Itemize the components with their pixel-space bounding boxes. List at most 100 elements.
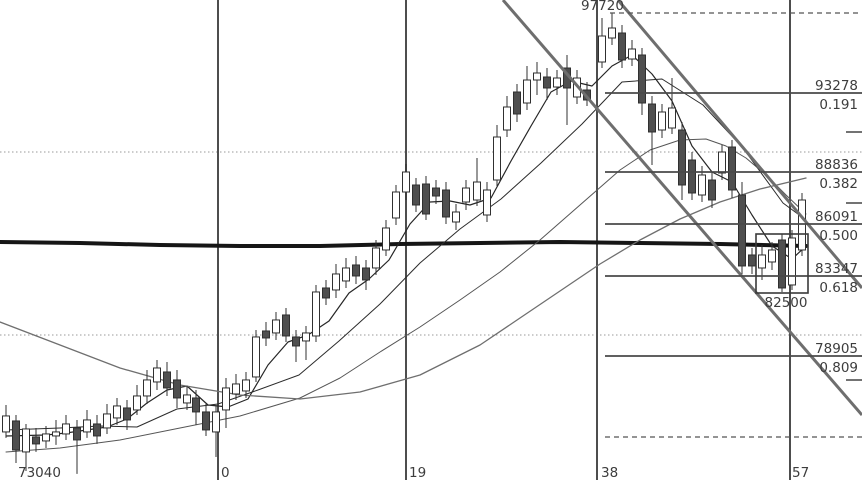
- candle-body-bear: [163, 371, 171, 389]
- ma-thick-flat-line: [0, 240, 808, 248]
- fib-level: 88836 0.382: [605, 157, 862, 192]
- candle-body-bear: [543, 76, 551, 89]
- fib-ratio-label: 0.382: [819, 176, 858, 192]
- x-axis-label-57: 57: [792, 465, 809, 480]
- candle-body-bull: [628, 48, 636, 60]
- candle: [272, 311, 280, 340]
- candle-body-bull: [232, 383, 240, 395]
- candle: [153, 359, 161, 390]
- candle: [312, 284, 320, 342]
- fib-price-label: 86091: [815, 209, 858, 225]
- candle-body-bull: [788, 237, 796, 286]
- candle-body-bear: [618, 32, 626, 61]
- candle: [93, 414, 101, 444]
- candle: [22, 423, 30, 471]
- candle-body-bull: [473, 181, 481, 201]
- candle: [618, 24, 626, 69]
- candle: [432, 180, 440, 204]
- candle-body-bull: [658, 111, 666, 131]
- candle: [648, 95, 656, 166]
- x-axis-label-38: 38: [601, 465, 618, 480]
- candle: [718, 145, 726, 181]
- candle: [212, 404, 220, 457]
- candle-body-bull: [503, 106, 511, 131]
- candle-body-bull: [342, 267, 350, 282]
- candle: [262, 321, 270, 346]
- candle: [483, 182, 491, 222]
- fib-level: 86091 0.500: [605, 209, 862, 244]
- candle-body-bull: [598, 35, 606, 63]
- candle-body-bull: [42, 433, 50, 442]
- candle: [543, 68, 551, 100]
- candle-body-bear: [173, 379, 181, 399]
- candle: [143, 369, 151, 404]
- candle-body-bear: [322, 287, 330, 299]
- fib-level: 83347 0.618: [605, 261, 862, 296]
- candle-body-bear: [352, 264, 360, 277]
- candle: [708, 172, 716, 209]
- candle-body-bull: [668, 107, 676, 129]
- candle-body-bull: [52, 431, 60, 437]
- candle-body-bull: [608, 27, 616, 39]
- candle: [103, 403, 111, 434]
- candle-body-bull: [302, 332, 310, 342]
- candle-body-bear: [12, 420, 20, 451]
- candle-body-bull: [312, 291, 320, 337]
- candle-body-bull: [758, 254, 766, 269]
- candle: [638, 47, 646, 116]
- candle-body-bull: [798, 199, 806, 251]
- fib-level: 78905 0.809: [605, 341, 862, 376]
- high-price-label: 97720: [581, 0, 624, 14]
- candle: [282, 307, 290, 342]
- candle-body-bull: [183, 394, 191, 404]
- fib-ratio-label: 0.500: [819, 228, 858, 244]
- candle-body-bull: [83, 419, 91, 433]
- candle-body-bull: [252, 336, 260, 378]
- candle: [758, 244, 766, 280]
- candle: [83, 409, 91, 438]
- candle-body-bull: [22, 428, 30, 453]
- x-axis-label-73040: 73040: [18, 465, 61, 480]
- candle-body-bear: [728, 146, 736, 191]
- candle: [678, 122, 686, 200]
- candle-body-bear: [73, 427, 81, 441]
- candle: [728, 139, 736, 198]
- candle: [292, 329, 300, 362]
- candle-body-bull: [212, 411, 220, 433]
- candle-body-bull: [133, 395, 141, 411]
- candle-body-bull: [222, 387, 230, 411]
- candle: [173, 369, 181, 408]
- candle: [382, 219, 390, 256]
- candle-body-bull: [698, 174, 706, 196]
- candle-body-bull: [483, 189, 491, 216]
- trendline-2: [616, 0, 862, 289]
- candle: [493, 124, 501, 187]
- box-price-label: 82500: [765, 295, 808, 311]
- candle: [553, 69, 561, 95]
- x-axis-label-19: 19: [409, 465, 426, 480]
- candle: [73, 419, 81, 474]
- candle: [668, 77, 676, 134]
- candle: [42, 425, 50, 448]
- candle: [513, 83, 521, 123]
- x-axis-label-0: 0: [221, 465, 230, 480]
- candle: [442, 182, 450, 224]
- candle: [133, 384, 141, 415]
- candle: [123, 399, 131, 430]
- candle-body-bull: [242, 379, 250, 392]
- candle-body-bear: [442, 189, 450, 218]
- candle-body-bull: [533, 72, 541, 81]
- ma-medium-line: [5, 78, 807, 431]
- candle: [788, 229, 796, 290]
- candle-body-bear: [192, 397, 200, 413]
- candle: [302, 325, 310, 360]
- candle-body-bear: [123, 407, 131, 421]
- candle-body-bull: [332, 273, 340, 291]
- candle: [392, 184, 400, 225]
- fib-price-label: 88836: [815, 157, 858, 173]
- candle: [332, 263, 340, 298]
- trendline-1: [501, 0, 862, 416]
